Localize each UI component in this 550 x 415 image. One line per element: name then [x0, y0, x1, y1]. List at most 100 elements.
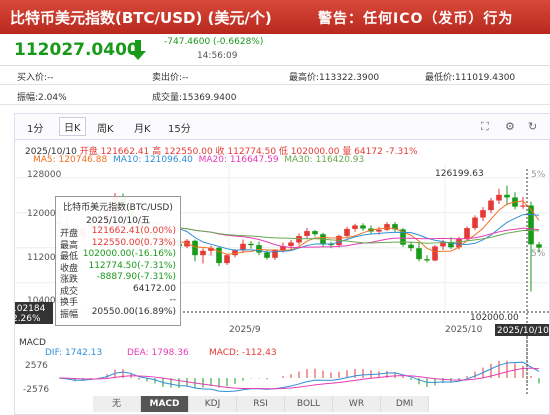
- candle-body: [328, 243, 334, 246]
- candle-body: [392, 224, 398, 230]
- candle-body: [528, 205, 534, 245]
- tab-15min[interactable]: 15分: [168, 124, 191, 135]
- tab-rsi[interactable]: RSI: [237, 396, 285, 412]
- ma30-label: MA30: 116420.93: [284, 155, 365, 165]
- tab-wr[interactable]: WR: [333, 396, 381, 412]
- tooltip-row: 振幅 20550.00(16.89%): [60, 306, 176, 320]
- info-ohlc: 开盘 121662.41 高 122550.00 收 112774.50 低 1…: [79, 147, 418, 157]
- quote-panel: 112027.0400 -747.4600 (-0.6628%) 14:56:0…: [0, 34, 550, 66]
- tab-weekly-k[interactable]: 周K: [97, 124, 114, 135]
- tooltip-header: 比特币美元指数(BTC/USD): [63, 203, 173, 213]
- candle-body: [384, 224, 390, 230]
- high-annotation: 126199.63: [435, 169, 484, 179]
- title-bar: 比特币美元指数(BTC/USD) (美元/个) 警告：任何ICO（发币）行为: [0, 0, 550, 34]
- ma20-label: MA20: 116647.59: [198, 155, 279, 165]
- ohlc-info: 2025/10/10 开盘 121662.41 高 122550.00 收 11…: [25, 144, 418, 157]
- refresh-icon[interactable]: ↻: [528, 120, 538, 133]
- candle-body: [520, 205, 526, 207]
- tooltip-row: 最高 122550.00(0.73%): [60, 237, 176, 251]
- candle-body: [416, 248, 422, 260]
- tooltip-row: 开盘 121662.41(0.00%): [60, 226, 176, 239]
- candle-body: [344, 228, 350, 236]
- low-price: 最低价:111019.4300: [425, 73, 516, 83]
- candle-body: [440, 242, 446, 247]
- macd-value: MACD: -112.43: [209, 348, 277, 358]
- chart-panel: 1分 日K 周K 月K 15分 ⛶ ⚙ ↻ 2025/10/10 开盘 1216…: [14, 113, 550, 415]
- candle-body: [192, 240, 198, 256]
- ma10-label: MA10: 121096.40: [112, 155, 193, 165]
- x-tick: 2025/10: [445, 325, 483, 335]
- macd-dif: DIF: 1742.13: [45, 348, 102, 358]
- tab-monthly-k[interactable]: 月K: [134, 124, 151, 135]
- page-title: 比特币美元指数(BTC/USD) (美元/个): [10, 9, 272, 27]
- candle-body: [400, 229, 406, 245]
- tab-boll[interactable]: BOLL: [285, 396, 333, 412]
- x-tick: 2025/9: [229, 325, 261, 335]
- warning-banner: 警告：任何ICO（发币）行为: [318, 11, 514, 27]
- candle-body: [280, 246, 286, 251]
- candle-body: [352, 225, 358, 229]
- candle-body: [224, 255, 230, 264]
- candle-body: [432, 246, 438, 261]
- y-tick: 120000: [27, 209, 62, 219]
- volume: 成交量:15369.9400: [152, 93, 237, 103]
- tab-dmi[interactable]: DMI: [381, 396, 429, 412]
- cursor-date-box: [495, 324, 549, 336]
- down-arrow-icon: [130, 40, 146, 60]
- y-tick: 104000: [27, 296, 62, 306]
- buy-price: 买入价:--: [17, 73, 54, 83]
- candle-body: [272, 250, 278, 258]
- candle-body: [464, 228, 470, 239]
- cursor-price-box: [15, 302, 53, 324]
- pct-label-top: 5%: [531, 170, 546, 180]
- cursor-date: 2025/10/10: [497, 326, 549, 336]
- candle-body: [232, 250, 238, 256]
- info-date: 2025/10/10: [25, 147, 77, 157]
- tooltip-date: 2025/10/10/五: [86, 216, 150, 226]
- candle-body: [216, 247, 222, 264]
- ma5-label: MA5: 120746.88: [33, 155, 108, 165]
- tab-macd[interactable]: MACD: [141, 396, 189, 412]
- tab-1min[interactable]: 1分: [27, 124, 44, 135]
- candle-body: [480, 210, 486, 218]
- tooltip-row: 最低 102000.00(-16.16%): [60, 249, 176, 262]
- candle-body: [296, 235, 302, 243]
- tab-kdj[interactable]: KDJ: [189, 396, 237, 412]
- tooltip-row: 成交 64172.00: [60, 283, 176, 297]
- indicator-tabs: 无 MACD KDJ RSI BOLL WR DMI: [93, 396, 533, 412]
- y-tick: 128000: [27, 170, 62, 180]
- candle-body: [256, 245, 262, 253]
- cursor-pct: -12.26%: [15, 314, 41, 324]
- sell-price: 卖出价:--: [152, 73, 189, 83]
- low-annotation: 102000.00: [470, 313, 519, 323]
- period-tabs: 1分 日K 周K 月K 15分 ⛶ ⚙ ↻: [15, 114, 550, 140]
- candle-body: [304, 231, 310, 236]
- macd-dif-line: [58, 361, 540, 393]
- candle-body: [288, 242, 294, 246]
- stats-row: 振幅:2.04% 成交量:15369.9400: [0, 86, 550, 105]
- quote-time: 14:56:09: [197, 51, 238, 61]
- tooltip-row: 收盘 112774.50(-7.31%): [60, 260, 176, 274]
- settings-icon[interactable]: ⚙: [505, 120, 515, 133]
- candle-body: [472, 217, 478, 229]
- macd-title: MACD: [19, 338, 46, 348]
- candle-body: [264, 252, 270, 258]
- tab-none[interactable]: 无: [93, 396, 141, 412]
- ma-info: MA5: 120746.88 MA10: 121096.40 MA20: 116…: [33, 155, 364, 165]
- zoom-icon[interactable]: ⛶: [481, 120, 489, 133]
- price-change: -747.4600 (-0.6628%): [164, 37, 264, 47]
- stats-panel: 买入价:-- 卖出价:-- 最高价:113322.3900 最低价:111019…: [0, 66, 550, 106]
- candle-body: [200, 250, 206, 256]
- candle-body: [248, 243, 254, 246]
- stats-row: 买入价:-- 卖出价:-- 最高价:113322.3900 最低价:111019…: [0, 66, 550, 85]
- candle-body: [536, 244, 542, 248]
- candle-body: [456, 239, 462, 248]
- candle-body: [208, 247, 214, 251]
- ohlc-tooltip: 比特币美元指数(BTC/USD) 2025/10/10/五 开盘 121662.4…: [55, 196, 181, 326]
- candle-body: [376, 229, 382, 232]
- candle-body: [240, 243, 246, 251]
- candle-body: [496, 194, 502, 201]
- macd-chart[interactable]: MACD DIF: 1742.13 DEA: 1798.36 MACD: -11…: [15, 336, 550, 396]
- tab-daily-k[interactable]: 日K: [59, 117, 86, 136]
- candle-body: [448, 242, 454, 248]
